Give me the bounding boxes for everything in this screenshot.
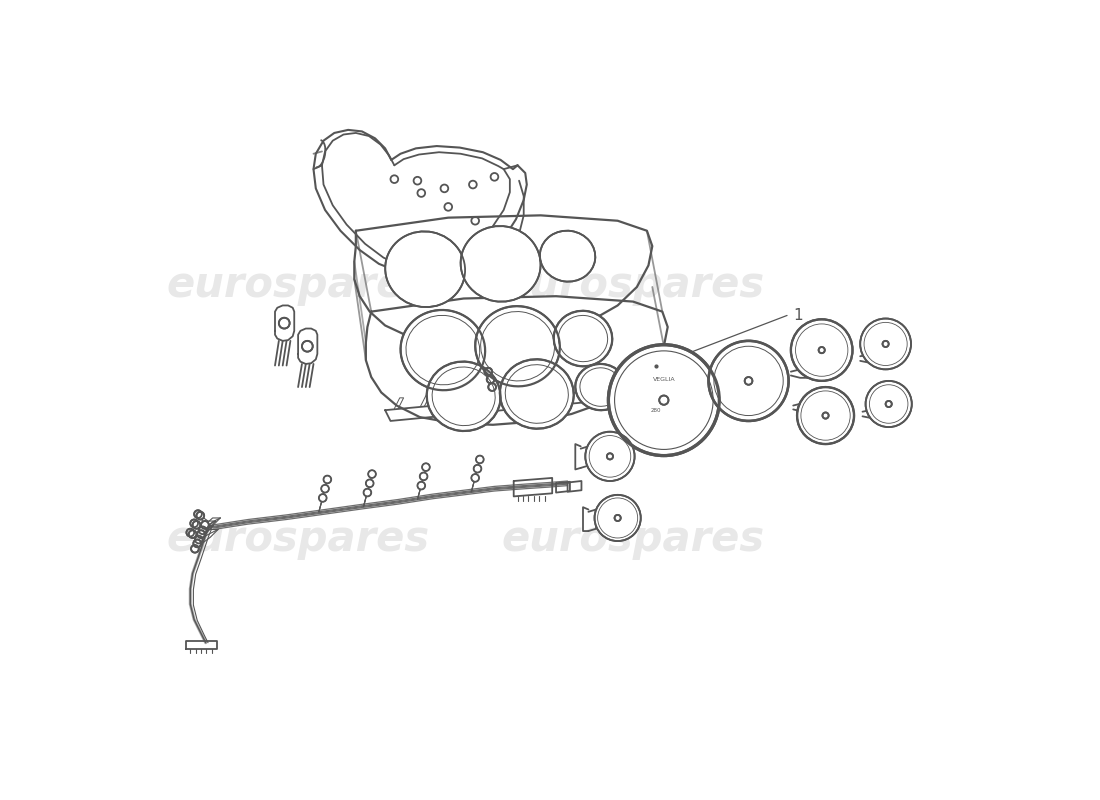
Circle shape — [818, 347, 825, 353]
Circle shape — [607, 454, 613, 459]
Circle shape — [197, 530, 205, 538]
Ellipse shape — [475, 306, 560, 386]
Circle shape — [595, 495, 641, 541]
Circle shape — [474, 465, 482, 473]
Circle shape — [187, 529, 195, 537]
Ellipse shape — [400, 310, 485, 390]
Circle shape — [745, 377, 752, 385]
Circle shape — [608, 345, 719, 455]
Text: eurospares: eurospares — [502, 264, 764, 306]
Circle shape — [191, 545, 199, 553]
Text: eurospares: eurospares — [502, 518, 764, 560]
Text: 1: 1 — [793, 308, 803, 323]
Circle shape — [488, 383, 496, 391]
Text: 280: 280 — [651, 408, 661, 413]
Circle shape — [189, 530, 197, 538]
Circle shape — [866, 381, 912, 427]
Ellipse shape — [385, 231, 465, 307]
Circle shape — [659, 395, 669, 405]
Circle shape — [368, 470, 376, 478]
Circle shape — [484, 368, 492, 375]
Circle shape — [190, 519, 198, 527]
Circle shape — [422, 463, 430, 471]
Ellipse shape — [499, 359, 574, 429]
Circle shape — [363, 489, 372, 496]
Circle shape — [823, 413, 828, 418]
Circle shape — [420, 473, 428, 480]
Circle shape — [886, 401, 892, 407]
Text: VEGLIA: VEGLIA — [652, 377, 675, 382]
Circle shape — [194, 539, 201, 547]
Circle shape — [390, 175, 398, 183]
Circle shape — [471, 474, 480, 482]
Circle shape — [195, 536, 202, 543]
Text: eurospares: eurospares — [166, 518, 430, 560]
Circle shape — [323, 476, 331, 483]
Circle shape — [414, 177, 421, 185]
Circle shape — [201, 521, 209, 529]
Circle shape — [860, 318, 911, 370]
Circle shape — [366, 479, 374, 487]
Circle shape — [615, 515, 620, 521]
Ellipse shape — [553, 311, 613, 366]
Circle shape — [444, 203, 452, 210]
Circle shape — [469, 181, 476, 188]
Circle shape — [798, 387, 854, 444]
Circle shape — [301, 341, 312, 352]
Circle shape — [197, 512, 205, 519]
Circle shape — [708, 341, 789, 421]
Circle shape — [321, 485, 329, 493]
Circle shape — [279, 318, 289, 329]
Circle shape — [471, 217, 480, 225]
Circle shape — [882, 341, 889, 347]
Circle shape — [585, 432, 635, 481]
Circle shape — [491, 173, 498, 181]
Circle shape — [192, 521, 200, 529]
Ellipse shape — [461, 226, 540, 302]
Circle shape — [195, 510, 202, 518]
Circle shape — [791, 319, 852, 381]
Ellipse shape — [575, 364, 626, 410]
Circle shape — [486, 375, 495, 383]
Circle shape — [418, 482, 426, 490]
Circle shape — [199, 526, 207, 534]
Ellipse shape — [427, 362, 500, 431]
Circle shape — [418, 189, 426, 197]
Circle shape — [476, 455, 484, 463]
Circle shape — [440, 185, 449, 192]
Circle shape — [319, 494, 327, 502]
Text: eurospares: eurospares — [166, 264, 430, 306]
Ellipse shape — [540, 230, 595, 282]
